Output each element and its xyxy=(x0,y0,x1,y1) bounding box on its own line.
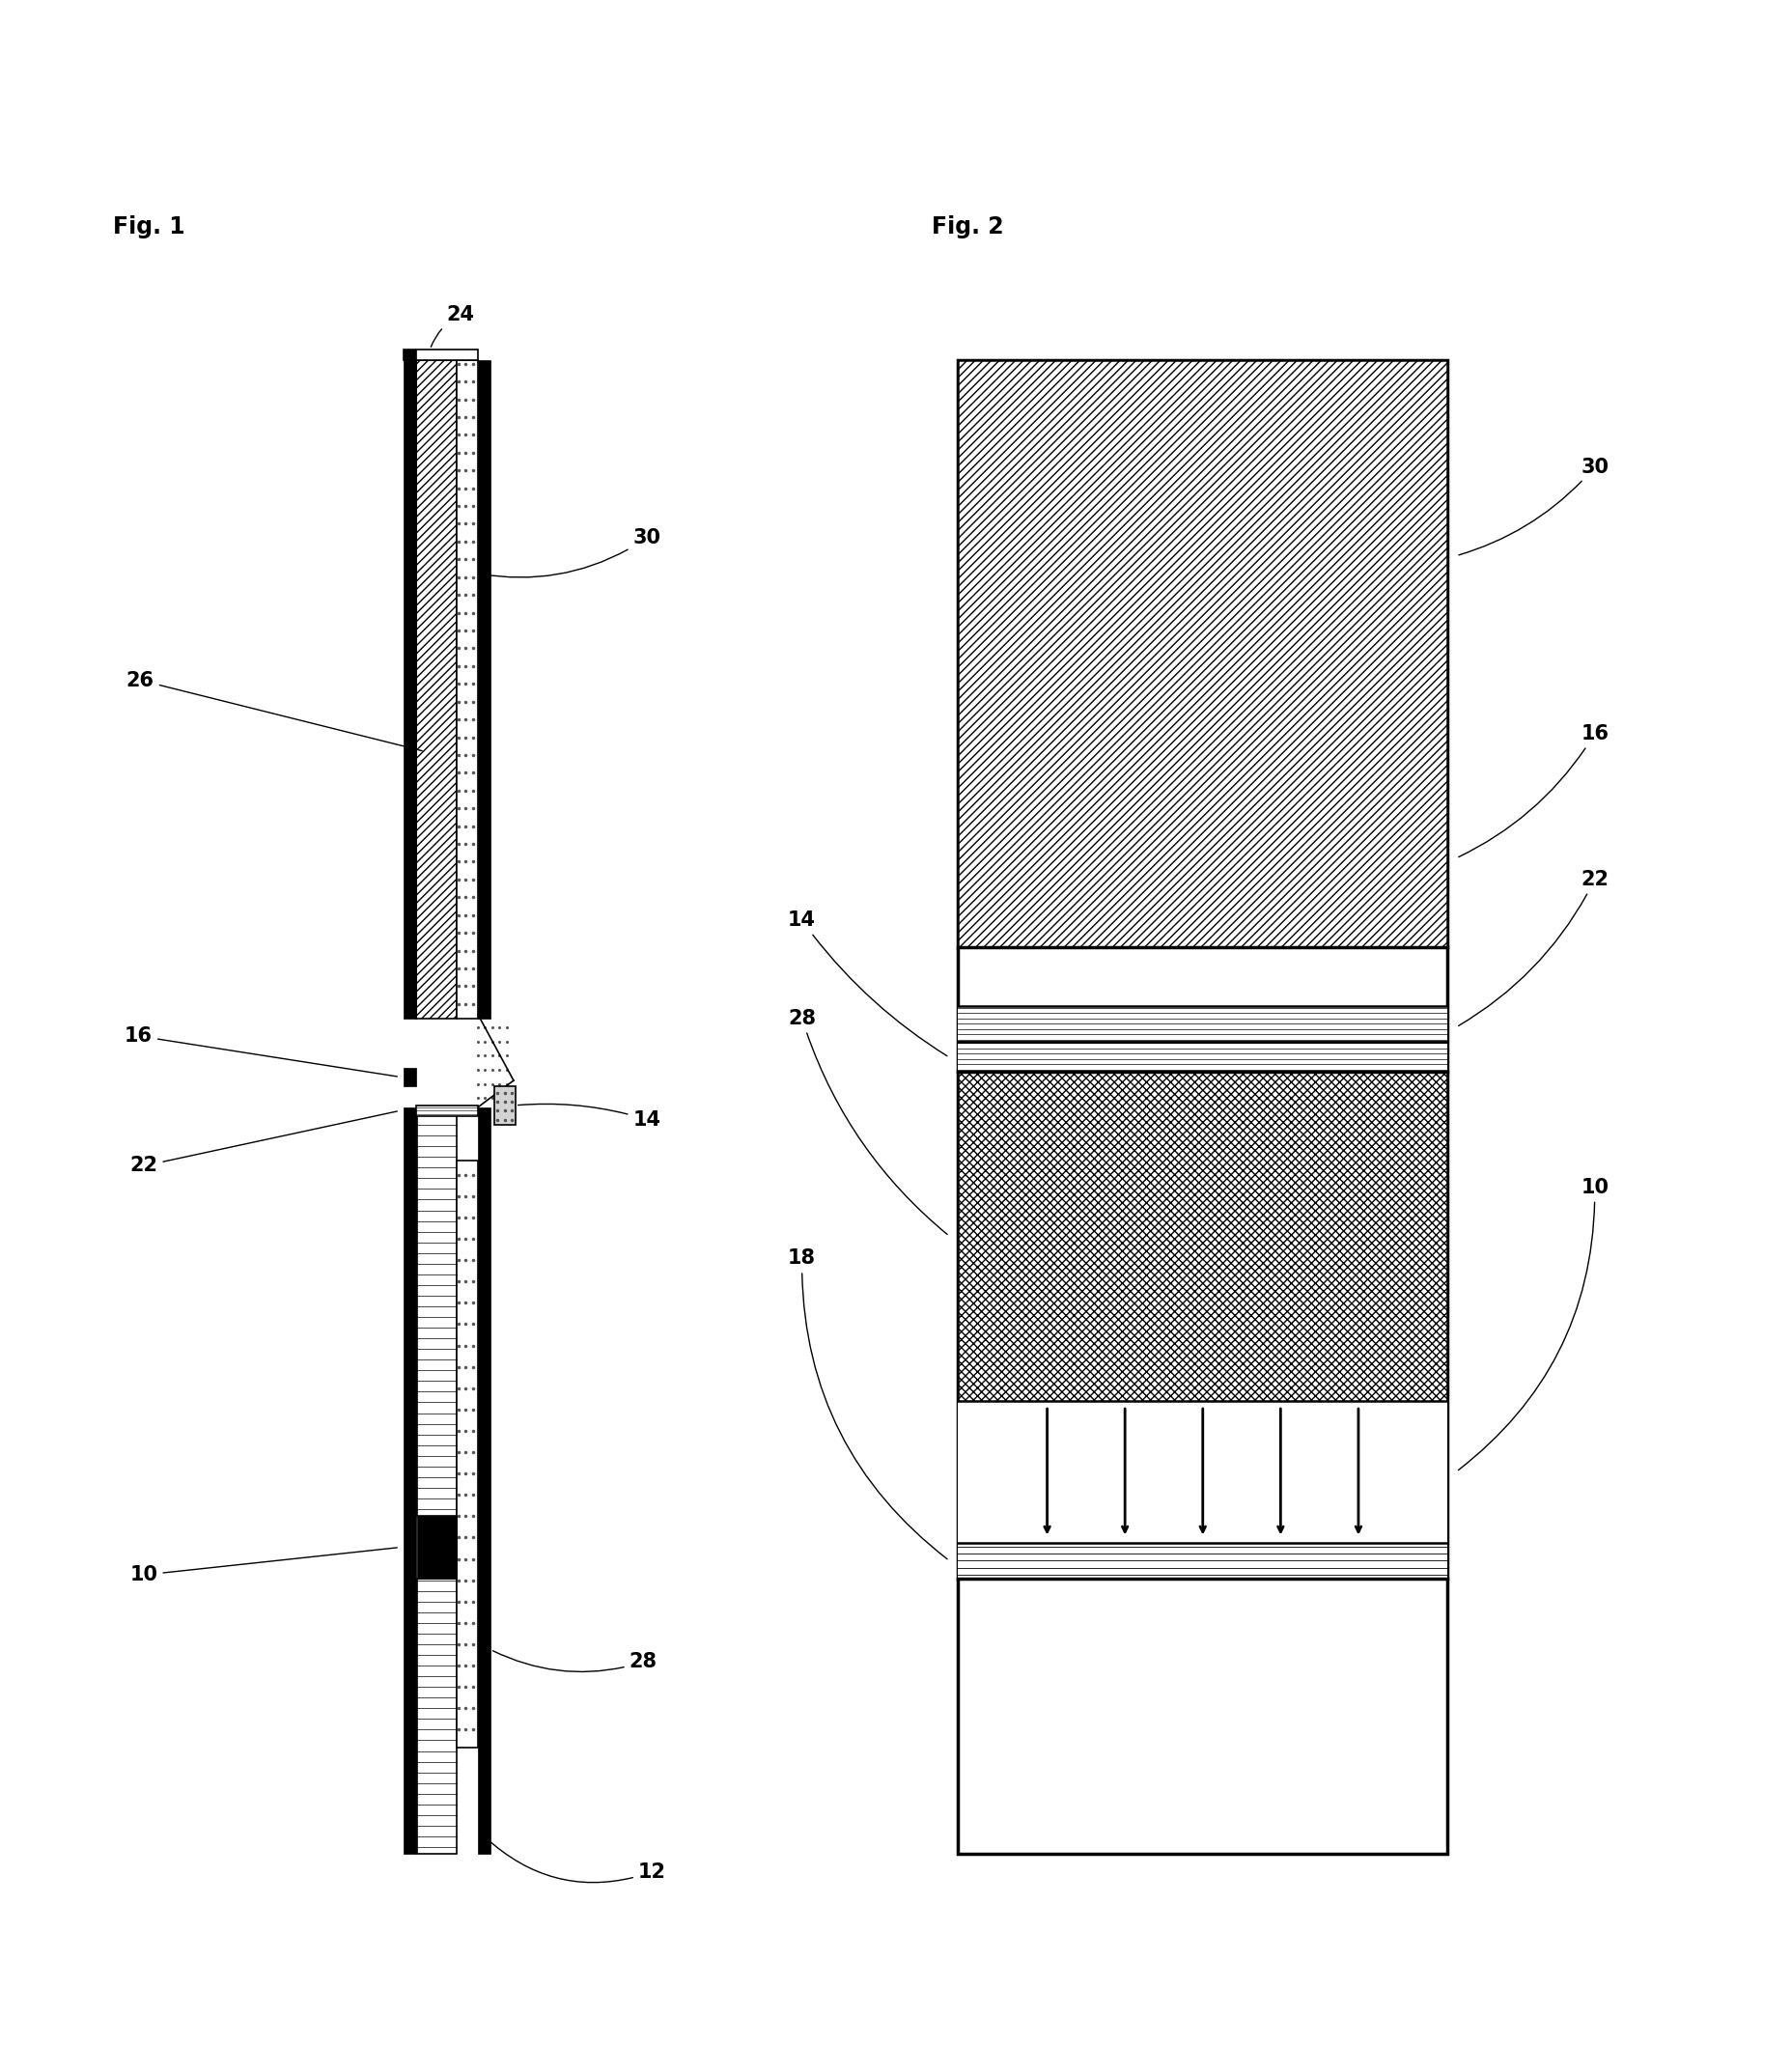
Text: 12: 12 xyxy=(485,1838,666,1883)
Bar xyxy=(958,1401,1447,1544)
Bar xyxy=(417,1517,457,1579)
Bar xyxy=(417,1106,457,1517)
Text: 22: 22 xyxy=(1458,870,1608,1026)
Bar xyxy=(457,361,478,1017)
Text: 18: 18 xyxy=(788,1249,947,1558)
Bar xyxy=(403,361,416,1017)
Text: 16: 16 xyxy=(1458,723,1608,858)
Bar xyxy=(958,1042,1447,1071)
Bar xyxy=(416,1104,478,1117)
Text: 16: 16 xyxy=(125,1026,398,1077)
Bar xyxy=(958,1544,1447,1579)
Bar xyxy=(403,1106,416,1854)
Text: 14: 14 xyxy=(518,1104,661,1129)
Bar xyxy=(478,1106,491,1854)
Text: 10: 10 xyxy=(1458,1177,1608,1471)
Text: 24: 24 xyxy=(430,305,475,346)
Text: 10: 10 xyxy=(129,1548,398,1585)
Bar xyxy=(416,361,457,1017)
Text: 26: 26 xyxy=(125,671,423,750)
Bar xyxy=(958,1005,1447,1042)
Bar xyxy=(958,361,1447,1854)
Bar xyxy=(403,1067,416,1086)
Text: 30: 30 xyxy=(1458,458,1608,555)
Text: 14: 14 xyxy=(788,912,947,1057)
Text: Fig. 2: Fig. 2 xyxy=(931,215,1003,238)
Text: Fig. 1: Fig. 1 xyxy=(113,215,186,238)
Bar xyxy=(403,350,416,361)
Bar xyxy=(417,1579,457,1854)
Text: 28: 28 xyxy=(788,1009,947,1235)
Bar xyxy=(457,1160,478,1747)
Bar xyxy=(494,1086,516,1125)
Text: 28: 28 xyxy=(493,1651,657,1672)
Bar xyxy=(958,361,1447,947)
Bar xyxy=(403,350,478,361)
Bar xyxy=(478,361,491,1017)
Bar xyxy=(958,1071,1447,1401)
Text: 30: 30 xyxy=(480,528,661,578)
Text: 22: 22 xyxy=(129,1111,398,1175)
